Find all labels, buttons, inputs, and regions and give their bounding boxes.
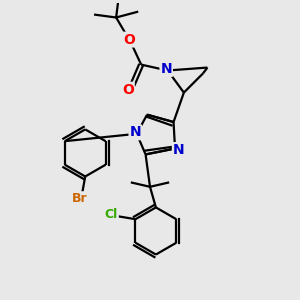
Text: O: O [124, 33, 135, 46]
Text: Cl: Cl [105, 208, 118, 221]
Text: N: N [130, 125, 141, 139]
Text: N: N [160, 62, 172, 76]
Text: Br: Br [71, 192, 87, 205]
Text: N: N [173, 143, 184, 157]
Text: O: O [122, 82, 134, 97]
